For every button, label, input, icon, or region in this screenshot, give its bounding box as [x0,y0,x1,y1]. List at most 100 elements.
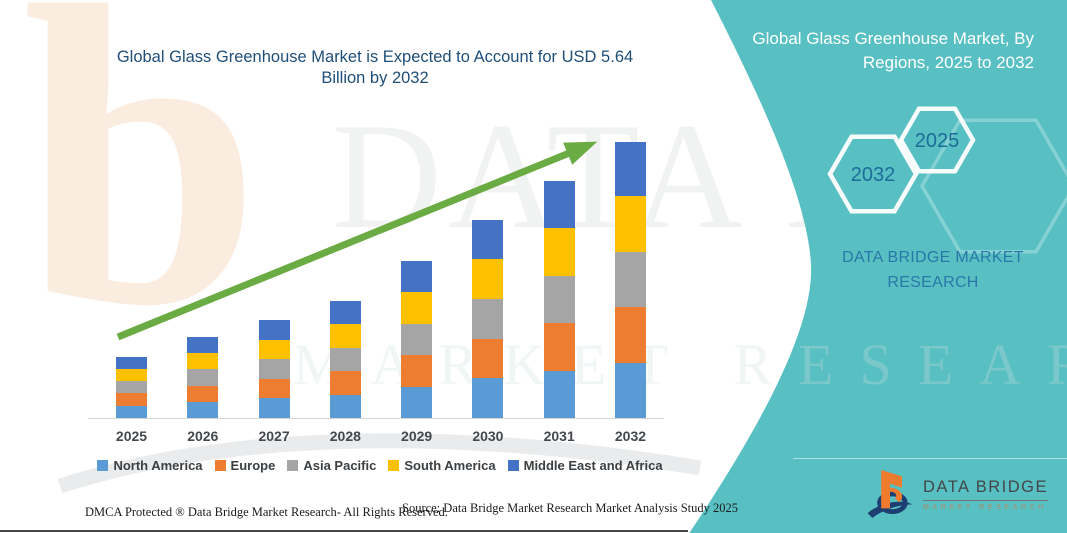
hexagon-2025-label: 2025 [915,130,960,152]
bar-segment-south-america-2032 [614,196,646,252]
x-axis-label-2032: 2032 [614,428,647,444]
bar-2025: 2025 [116,138,147,444]
bar-segment-south-america-2029 [401,292,433,324]
bar-2031: 2031 [543,138,575,444]
bar-segment-middle-east-and-africa-2030 [472,219,504,260]
bar-segment-north-america-2030 [472,378,504,418]
bar-segment-middle-east-and-africa-2027 [258,320,290,340]
legend-swatch-north-america [97,460,109,471]
bar-segment-europe-2026 [187,385,219,402]
bar-segment-north-america-2029 [401,386,433,418]
legend-item-middle-east-and-africa: Middle East and Africa [507,458,663,473]
side-panel-title: Global Glass Greenhouse Market, By Regio… [752,29,1034,72]
bar-stack-2030 [472,219,504,418]
bar-segment-middle-east-and-africa-2026 [187,337,219,354]
legend-item-asia-pacific: Asia Pacific [287,458,376,473]
bar-segment-asia-pacific-2027 [258,359,290,379]
bar-2032: 2032 [614,138,646,444]
bar-segment-europe-2027 [258,378,290,399]
bar-segment-middle-east-and-africa-2031 [543,180,575,228]
bar-segment-middle-east-and-africa-2032 [614,141,646,197]
side-panel-brand-text: DATA BRIDGE MARKET RESEARCH [842,249,1024,291]
hexagon-2025 [898,106,976,174]
bar-segment-asia-pacific-2025 [116,381,147,394]
bar-2028: 2028 [329,138,361,444]
bar-segment-middle-east-and-africa-2028 [329,300,361,324]
bar-segment-north-america-2027 [258,398,290,418]
logo-title: DATA BRIDGE [923,478,1048,501]
bar-segment-north-america-2032 [614,362,646,418]
legend-label-south-america: South America [404,458,496,473]
side-panel-divider [793,458,1067,459]
bar-segment-europe-2031 [543,323,575,371]
logo-subtitle: MARKET RESEARCH [923,503,1047,511]
bar-segment-asia-pacific-2029 [401,323,433,356]
bar-segment-europe-2025 [116,393,147,406]
legend-label-middle-east-and-africa: Middle East and Africa [523,458,663,473]
bar-segment-asia-pacific-2026 [187,369,219,386]
x-axis-line [88,418,664,419]
bar-stack-2027 [258,320,290,418]
legend-swatch-asia-pacific [287,460,299,471]
x-axis-label-2027: 2027 [258,428,290,444]
bar-stack-2032 [614,141,646,418]
year-hexagons: 2032 2025 [827,106,1067,254]
chart-title: Global Glass Greenhouse Market is Expect… [116,48,634,87]
bar-2027: 2027 [258,138,290,444]
legend-swatch-south-america [388,460,400,471]
company-logo: DATA BRIDGE MARKET RESEARCH [866,468,1048,520]
legend-label-north-america: North America [113,458,203,473]
hexagon-2032-label: 2032 [851,164,896,186]
bar-stack-2028 [329,300,361,418]
bar-stack-2031 [543,180,575,418]
bar-segment-south-america-2031 [543,228,575,276]
chart-legend: North America Europe Asia Pacific South Ame… [85,458,675,473]
stacked-bar-chart: 2025 2026 2027 2028 2029 2030 2031 2032 [116,138,646,444]
bottom-border-line [0,530,688,532]
x-axis-label-2026: 2026 [187,428,219,444]
bar-segment-asia-pacific-2028 [329,347,361,371]
x-axis-label-2030: 2030 [472,428,504,444]
legend-item-europe: Europe [214,458,276,473]
bar-2030: 2030 [472,138,504,444]
bar-segment-north-america-2026 [187,401,219,418]
x-axis-label-2029: 2029 [401,428,433,444]
legend-swatch-middle-east-and-africa [507,460,519,471]
bar-2029: 2029 [401,138,433,444]
bar-segment-asia-pacific-2031 [543,275,575,323]
hexagon-2032 [827,134,919,214]
bar-segment-north-america-2028 [329,394,361,418]
legend-label-asia-pacific: Asia Pacific [303,458,377,473]
bar-segment-north-america-2025 [116,405,147,418]
bar-stack-2029 [401,261,433,418]
bar-segment-south-america-2027 [258,339,290,360]
bar-segment-europe-2028 [329,371,361,395]
company-logo-icon [867,470,913,518]
bar-segment-asia-pacific-2032 [614,251,646,308]
legend-item-south-america: South America [388,458,496,473]
bar-segment-south-america-2026 [187,353,219,370]
footer-dmca-text: DMCA Protected ® Data Bridge Market Rese… [85,505,448,519]
bar-2026: 2026 [187,138,219,444]
bar-segment-europe-2030 [472,338,504,379]
bar-segment-europe-2032 [614,307,646,363]
bar-segment-europe-2029 [401,355,433,387]
x-axis-label-2028: 2028 [329,428,361,444]
bar-segment-south-america-2025 [116,368,147,382]
bar-stack-2025 [116,356,147,418]
x-axis-label-2031: 2031 [543,428,575,444]
bar-segment-middle-east-and-africa-2025 [116,356,147,369]
bar-segment-south-america-2030 [472,259,504,299]
bar-stack-2026 [187,337,219,418]
bar-segment-middle-east-and-africa-2029 [401,261,433,293]
legend-swatch-europe [214,460,226,471]
bar-segment-north-america-2031 [543,370,575,418]
x-axis-label-2025: 2025 [115,428,148,444]
legend-label-europe: Europe [230,458,276,473]
bar-segment-south-america-2028 [329,324,361,348]
bar-segment-asia-pacific-2030 [472,298,504,339]
legend-item-north-america: North America [97,458,203,473]
footer-source-text: Source: Data Bridge Market Research Mark… [402,501,739,515]
